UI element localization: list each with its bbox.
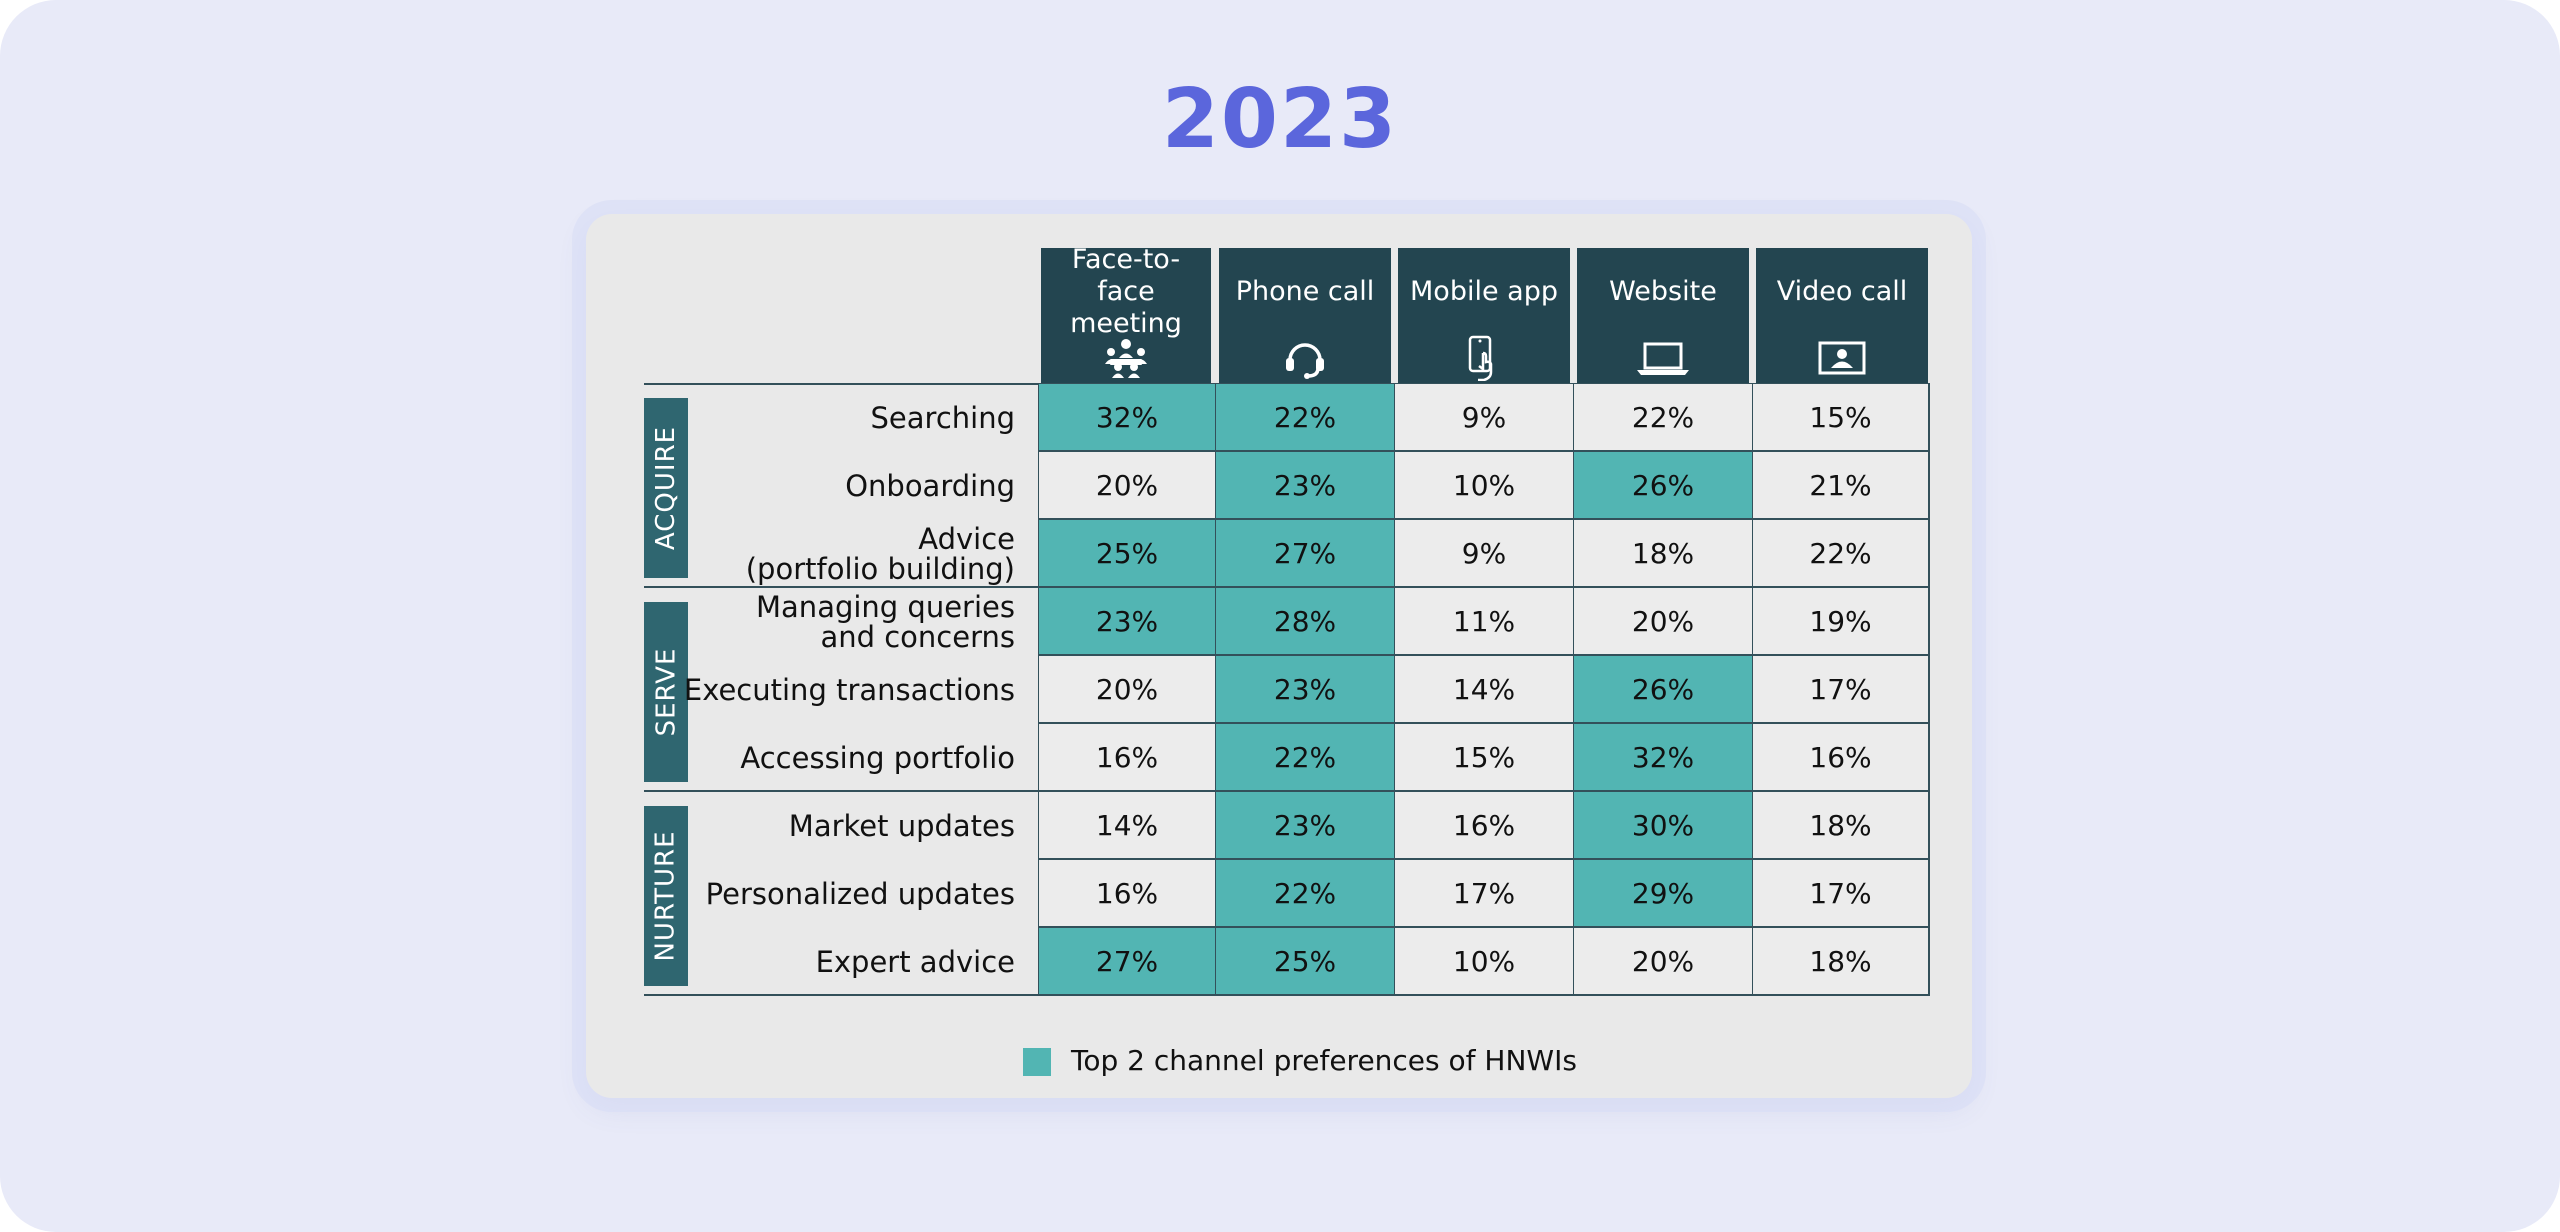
column-header-label: Video call [1776, 276, 1908, 307]
table-cell: 9% [1394, 520, 1573, 588]
row-label: Market updates [680, 792, 1015, 860]
row-label: Expert advice [680, 928, 1015, 996]
meeting-icon [1041, 336, 1211, 380]
table-cell: 22% [1215, 860, 1394, 928]
table-cell: 27% [1215, 520, 1394, 588]
row-label-text: Market updates [788, 809, 1015, 843]
video-call-icon [1756, 336, 1928, 380]
table-cell: 16% [1394, 792, 1573, 860]
table-cell: 18% [1752, 792, 1930, 860]
table-cell: 17% [1752, 860, 1930, 928]
table-cell: 11% [1394, 588, 1573, 656]
column-header: Video call [1756, 248, 1928, 384]
row-label: Managing queries and concerns [680, 588, 1015, 656]
table-cell: 20% [1038, 656, 1215, 724]
row-label-text: Searching [870, 401, 1015, 435]
row-label: Personalized updates [680, 860, 1015, 928]
group-label: NURTURE [651, 830, 681, 962]
group-separator [644, 586, 1930, 588]
table-cell: 20% [1573, 588, 1752, 656]
table-cell: 17% [1394, 860, 1573, 928]
table-cell: 10% [1394, 928, 1573, 996]
table-cell: 17% [1752, 656, 1930, 724]
legend-label: Top 2 channel preferences of HNWIs [1071, 1044, 1577, 1077]
row-label-text: Accessing portfolio [740, 741, 1015, 775]
table-cell: 16% [1038, 724, 1215, 792]
table-cell: 19% [1752, 588, 1930, 656]
chart-title: 2023 [1161, 72, 1399, 167]
table-cell: 14% [1038, 792, 1215, 860]
column-header: Phone call [1219, 248, 1391, 384]
row-label-text: Managing queries and concerns [756, 590, 1015, 654]
table-cell: 26% [1573, 452, 1752, 520]
table-cell: 22% [1215, 384, 1394, 452]
group-label-bar: NURTURE [644, 806, 688, 986]
row-label: Searching [680, 384, 1015, 452]
legend-swatch [1023, 1048, 1051, 1076]
table-cell: 30% [1573, 792, 1752, 860]
table-cell: 10% [1394, 452, 1573, 520]
laptop-icon [1577, 336, 1749, 380]
table-cell: 22% [1573, 384, 1752, 452]
table-cell: 25% [1215, 928, 1394, 996]
mobile-app-icon [1398, 335, 1570, 381]
headset-icon [1219, 336, 1391, 380]
table-cell: 23% [1215, 792, 1394, 860]
table-cell: 21% [1752, 452, 1930, 520]
group-separator [644, 994, 1930, 996]
row-label: Executing transactions [680, 656, 1015, 724]
row-label: Accessing portfolio [680, 724, 1015, 792]
row-label: Onboarding [680, 452, 1015, 520]
row-label-text: Executing transactions [683, 673, 1015, 707]
group-label: SERVE [651, 647, 682, 737]
table-cell: 25% [1038, 520, 1215, 588]
table-cell: 20% [1573, 928, 1752, 996]
row-label: Advice (portfolio building) [680, 520, 1015, 588]
column-header: Face-to-face meeting [1041, 244, 1211, 384]
row-label-text: Onboarding [845, 469, 1015, 503]
table-cell: 32% [1573, 724, 1752, 792]
group-separator [644, 790, 1930, 792]
group-label: ACQUIRE [651, 425, 682, 551]
table-cell: 29% [1573, 860, 1752, 928]
row-label-text: Advice (portfolio building) [745, 522, 1015, 586]
table-cell: 14% [1394, 656, 1573, 724]
column-header: Mobile app [1398, 248, 1570, 384]
table-cell: 26% [1573, 656, 1752, 724]
table-cell: 28% [1215, 588, 1394, 656]
table-cell: 23% [1215, 452, 1394, 520]
table-cell: 23% [1038, 588, 1215, 656]
group-label-bar: ACQUIRE [644, 398, 688, 578]
column-header-label: Face-to-face meeting [1070, 244, 1182, 339]
table-cell: 32% [1038, 384, 1215, 452]
table-cell: 22% [1752, 520, 1930, 588]
table-cell: 20% [1038, 452, 1215, 520]
row-label-text: Expert advice [815, 945, 1015, 979]
table-cell: 16% [1752, 724, 1930, 792]
table-cell: 18% [1752, 928, 1930, 996]
column-header-label: Website [1609, 276, 1717, 307]
column-header-label: Mobile app [1410, 276, 1558, 307]
row-label-text: Personalized updates [705, 877, 1015, 911]
column-header: Website [1577, 248, 1749, 384]
table-cell: 15% [1394, 724, 1573, 792]
table-cell: 15% [1752, 384, 1930, 452]
table-cell: 23% [1215, 656, 1394, 724]
table-cell: 16% [1038, 860, 1215, 928]
table-cell: 9% [1394, 384, 1573, 452]
table-cell: 27% [1038, 928, 1215, 996]
table-cell: 18% [1573, 520, 1752, 588]
column-header-label: Phone call [1235, 276, 1375, 307]
table-cell: 22% [1215, 724, 1394, 792]
group-label-bar: SERVE [644, 602, 688, 782]
